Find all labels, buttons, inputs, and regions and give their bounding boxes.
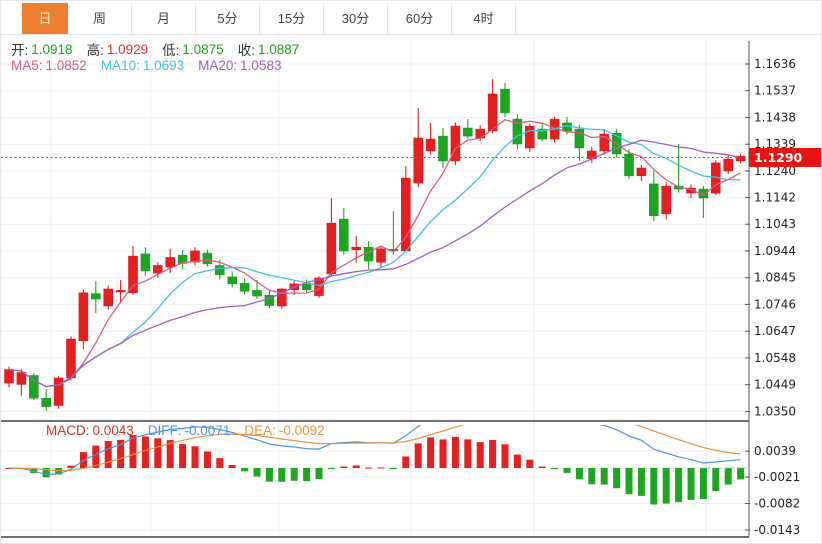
price-tick-label: 1.1240 (754, 164, 796, 178)
macd-bar (179, 444, 187, 468)
price-axis: 1.1636 1.1537 1.1438 1.1339 1.1240 1.1142 1.10… (745, 57, 800, 537)
macd-bar (613, 468, 621, 489)
price-tick-label: 1.0548 (754, 351, 796, 365)
macd-bar (203, 451, 211, 468)
macd-bar (352, 465, 360, 468)
price-tick-label: 1.0746 (754, 297, 796, 311)
macd-bar (117, 439, 125, 468)
tab-60min[interactable]: 60分 (388, 3, 452, 34)
macd-bar (551, 468, 559, 469)
macd-bar (290, 468, 298, 481)
price-tick-label: 1.0845 (754, 271, 796, 285)
macd-bar (712, 468, 720, 492)
macd-bar (154, 438, 162, 468)
macd-bar (402, 456, 410, 468)
period-tabbar: 日 周 月 5分 15分 30分 60分 4时 (1, 1, 821, 35)
macd-bar (675, 468, 683, 503)
price-tick-label: 1.0350 (754, 404, 796, 418)
tab-15min[interactable]: 15分 (260, 3, 324, 34)
macd-bar (588, 468, 596, 485)
macd-bar (687, 468, 695, 500)
macd-bar (365, 467, 373, 469)
macd-bar (327, 468, 335, 469)
macd-bar (451, 436, 459, 468)
macd-bar (600, 468, 608, 485)
macd-bar (42, 468, 50, 478)
macd-bar (241, 468, 249, 472)
price-tick-label: 1.1438 (754, 111, 796, 125)
macd-bar (315, 468, 323, 479)
tab-day[interactable]: 日 (22, 3, 68, 34)
price-tick-label: 1.0647 (754, 324, 796, 338)
macd-bar (92, 445, 100, 468)
macd-bar (228, 465, 236, 468)
macd-bar (650, 468, 658, 505)
macd-tick-label: 0.0039 (754, 444, 796, 458)
macd-bar (377, 467, 385, 469)
macd-bar (129, 434, 137, 468)
macd-bar (216, 458, 224, 468)
macd-bar (104, 441, 112, 468)
macd-bar (414, 443, 422, 468)
ma20-line (8, 139, 741, 388)
macd-bar (166, 440, 174, 468)
macd-bar (30, 468, 38, 474)
macd-panel (5, 425, 749, 505)
candlestick-layer (4, 79, 746, 411)
macd-bar (501, 444, 509, 468)
tab-5min[interactable]: 5分 (196, 3, 260, 34)
macd-bar (278, 468, 286, 482)
macd-tick-label: -0.0143 (754, 523, 800, 537)
price-tick-label: 1.1537 (754, 84, 796, 98)
tab-week[interactable]: 周 (68, 3, 132, 34)
macd-bar (427, 437, 435, 468)
macd-tick-label: -0.0082 (754, 497, 800, 511)
panel-frame (1, 41, 750, 538)
tab-30min[interactable]: 30分 (324, 3, 388, 34)
dea-line (8, 425, 741, 472)
price-tick-label: 1.1339 (754, 137, 796, 151)
macd-bar (575, 468, 583, 480)
macd-bar (265, 468, 273, 482)
last-price-badge: 1.1290 (749, 148, 821, 167)
macd-bar (67, 465, 75, 468)
macd-bar (625, 468, 633, 495)
macd-bar (699, 468, 707, 499)
macd-bar (563, 468, 571, 473)
macd-bar (637, 468, 645, 496)
macd-bar (662, 468, 670, 504)
tab-4hour[interactable]: 4时 (452, 3, 516, 34)
ma5-line (8, 118, 741, 388)
macd-bar (464, 439, 472, 468)
macd-bar (439, 439, 447, 468)
macd-bar (737, 468, 745, 480)
macd-tick-label: -0.0021 (754, 470, 800, 484)
price-tick-label: 1.0449 (754, 378, 796, 392)
gridlines (1, 37, 749, 536)
macd-bar (476, 442, 484, 468)
macd-bar (191, 446, 199, 468)
price-tick-label: 1.1043 (754, 217, 796, 231)
macd-bar (513, 454, 521, 468)
macd-bar (526, 459, 534, 468)
macd-bar (141, 436, 149, 468)
price-tick-label: 1.1142 (754, 191, 796, 205)
macd-bar (389, 468, 397, 469)
svg-text:1.1290: 1.1290 (754, 150, 803, 165)
candlestick-chart[interactable]: 1.1636 1.1537 1.1438 1.1339 1.1240 1.1142 1.10… (1, 35, 822, 544)
macd-bar (538, 466, 546, 468)
tab-month[interactable]: 月 (132, 3, 196, 34)
macd-bar (724, 468, 732, 485)
macd-bar (489, 440, 497, 468)
macd-bar (253, 468, 261, 477)
price-tick-label: 1.1636 (754, 57, 796, 71)
macd-bar (340, 466, 348, 468)
price-tick-label: 1.0944 (754, 244, 796, 258)
macd-bar (303, 468, 311, 482)
